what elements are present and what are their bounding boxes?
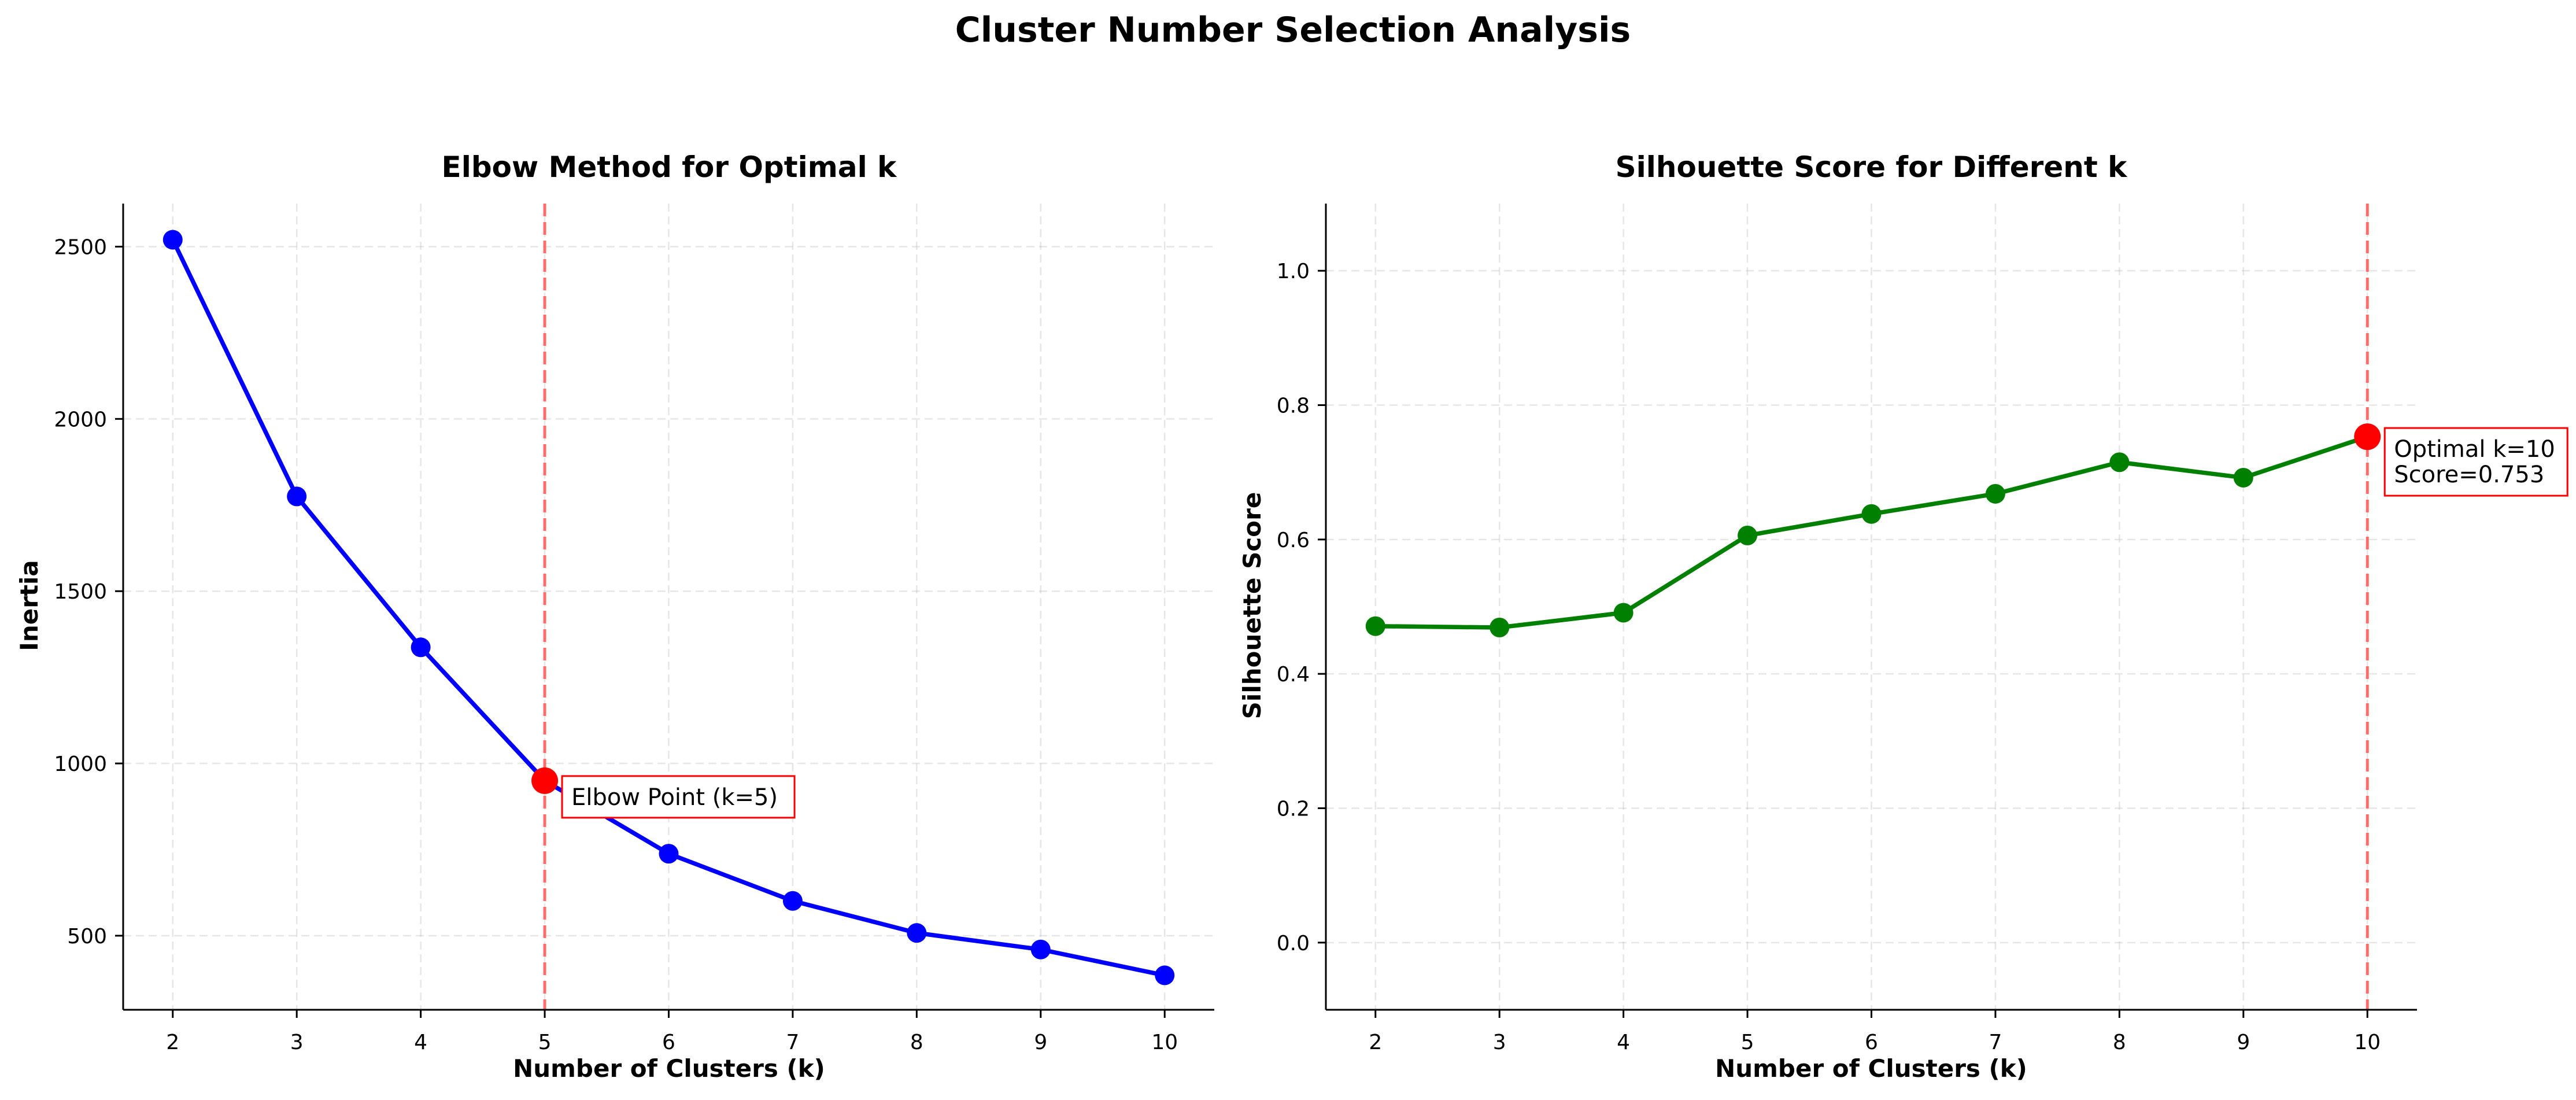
silhouette-point-k3 [1490, 618, 1510, 638]
silhouette-point-k4 [1613, 603, 1633, 623]
silhouette-x-tick-label: 2 [1369, 1031, 1382, 1054]
silhouette-point-k9 [2233, 467, 2253, 488]
silhouette-x-tick-label: 4 [1617, 1031, 1630, 1054]
elbow-x-tick-label: 4 [414, 1031, 427, 1054]
elbow-x-tick-label: 2 [166, 1031, 179, 1054]
silhouette-y-axis-label: Silhouette Score [1238, 492, 1266, 719]
silhouette-annotation-line-2: Score=0.753 [2394, 462, 2544, 488]
elbow-series [162, 230, 1175, 985]
silhouette-x-axis-label: Number of Clusters (k) [1715, 1054, 2027, 1083]
elbow-chart-title: Elbow Method for Optimal k [442, 150, 898, 184]
silhouette-point-k8 [2109, 452, 2130, 473]
elbow-highlight-point [531, 767, 559, 794]
silhouette-x-tick-label: 9 [2237, 1031, 2250, 1054]
silhouette-y-tick-label: 0.6 [1277, 529, 1310, 552]
elbow-y-axis-label: Inertia [15, 560, 43, 651]
elbow-y-tick-label: 500 [67, 925, 107, 948]
elbow-point-k4 [411, 637, 431, 658]
elbow-y-tick-label: 1500 [54, 580, 107, 604]
elbow-y-tick-label: 1000 [54, 752, 107, 776]
elbow-point-k2 [162, 230, 183, 250]
elbow-point-k9 [1030, 939, 1051, 959]
elbow-x-tick-label: 3 [290, 1031, 304, 1054]
elbow-axes: 2 3 4 5 6 7 8 9 10 500 1000 1500 2000 2500 [54, 204, 1214, 1054]
silhouette-x-tick-label: 3 [1493, 1031, 1506, 1054]
elbow-x-tick-label: 9 [1034, 1031, 1047, 1054]
silhouette-x-tick-label: 10 [2354, 1031, 2381, 1054]
silhouette-annotation-box [2383, 427, 2568, 497]
elbow-x-tick-label: 8 [910, 1031, 923, 1054]
silhouette-point-k7 [1985, 483, 2005, 504]
silhouette-point-k5 [1738, 525, 1758, 545]
elbow-x-tick-label: 7 [786, 1031, 799, 1054]
silhouette-y-tick-label: 0.4 [1277, 663, 1310, 686]
elbow-point-k6 [659, 844, 679, 864]
silhouette-x-tick-label: 7 [1989, 1031, 2002, 1054]
silhouette-x-tick-label: 8 [2113, 1031, 2126, 1054]
elbow-x-tick-label: 10 [1151, 1031, 1178, 1054]
elbow-point-k7 [782, 891, 803, 911]
elbow-chart: Elbow Method for Optimal k Elbow Point (… [15, 150, 1214, 1083]
silhouette-chart: Silhouette Score for Different k Optimal… [1238, 150, 2568, 1083]
silhouette-annotation-line-1: Optimal k=10 [2394, 436, 2555, 463]
silhouette-y-tick-label: 0.0 [1277, 932, 1310, 955]
silhouette-chart-title: Silhouette Score for Different k [1616, 150, 2128, 184]
silhouette-highlight-point [2354, 423, 2381, 451]
elbow-annotation-text: Elbow Point (k=5) [571, 784, 778, 811]
elbow-point-k8 [907, 923, 927, 943]
silhouette-y-tick-label: 0.8 [1277, 394, 1310, 418]
elbow-y-tick-label: 2500 [54, 235, 107, 259]
silhouette-grid [1326, 204, 2417, 1010]
elbow-x-tick-label: 6 [662, 1031, 675, 1054]
elbow-x-axis-label: Number of Clusters (k) [513, 1054, 825, 1083]
silhouette-y-tick-label: 1.0 [1277, 260, 1310, 283]
silhouette-point-k2 [1365, 616, 1385, 636]
elbow-point-k3 [287, 486, 307, 507]
silhouette-x-tick-label: 6 [1865, 1031, 1878, 1054]
silhouette-y-tick-label: 0.2 [1277, 798, 1310, 821]
silhouette-point-k6 [1861, 504, 1882, 524]
elbow-point-k10 [1155, 965, 1175, 985]
silhouette-x-tick-label: 5 [1741, 1031, 1754, 1054]
elbow-annotation-box [561, 775, 796, 819]
silhouette-axes: 2 3 4 5 6 7 8 9 10 0.0 0.2 0.4 0.6 0.8 1.0 [1277, 204, 2417, 1054]
silhouette-annotation: Optimal k=10 Score=0.753 [2383, 427, 2568, 497]
figure-title: Cluster Number Selection Analysis [955, 10, 1631, 50]
elbow-x-tick-label: 5 [538, 1031, 552, 1054]
elbow-grid [123, 204, 1214, 1010]
silhouette-series [1365, 423, 2381, 638]
elbow-annotation: Elbow Point (k=5) [561, 775, 796, 819]
elbow-y-tick-label: 2000 [54, 408, 107, 431]
